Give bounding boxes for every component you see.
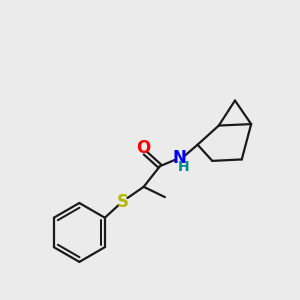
Text: N: N bbox=[173, 149, 187, 167]
Text: S: S bbox=[116, 193, 128, 211]
Text: H: H bbox=[178, 160, 189, 174]
Text: O: O bbox=[136, 139, 151, 157]
